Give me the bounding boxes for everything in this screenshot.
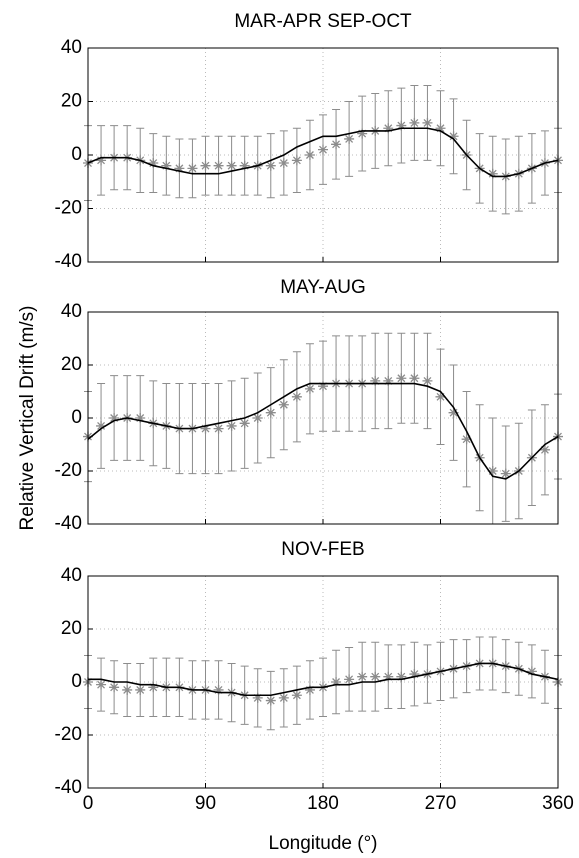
y-tick-label: -40 (55, 513, 82, 534)
data-point (252, 692, 263, 703)
data-point (265, 160, 276, 171)
data-point (174, 163, 185, 174)
y-axis-label: Relative Vertical Drift (m/s) (17, 306, 38, 531)
data-point (213, 160, 224, 171)
data-point (500, 468, 511, 479)
data-point (304, 383, 315, 394)
y-tick-label: 20 (61, 354, 82, 375)
panel-title: MAR-APR SEP-OCT (234, 11, 412, 32)
data-point (344, 674, 355, 685)
data-point (213, 423, 224, 434)
data-point (357, 128, 368, 139)
y-tick-label: 20 (61, 618, 82, 639)
data-point (526, 666, 537, 677)
data-point (409, 669, 420, 680)
data-point (96, 420, 107, 431)
data-point (200, 160, 211, 171)
data-point (539, 444, 550, 455)
data-point (383, 123, 394, 134)
data-point (226, 160, 237, 171)
y-tick-label: 40 (61, 37, 82, 58)
data-point (291, 391, 302, 402)
data-point (148, 682, 159, 693)
y-tick-label: 0 (71, 144, 82, 165)
data-point (409, 117, 420, 128)
panel-title: NOV-FEB (281, 539, 364, 560)
y-tick-label: -40 (55, 777, 82, 798)
data-point (213, 684, 224, 695)
y-tick-label: 0 (71, 671, 82, 692)
data-point (461, 434, 472, 445)
data-point (487, 168, 498, 179)
data-point (161, 160, 172, 171)
y-tick-label: 0 (71, 407, 82, 428)
data-point (265, 407, 276, 418)
plot-frame (87, 311, 559, 525)
y-tick-label: -20 (55, 198, 82, 219)
x-axis-label: Longitude (°) (269, 833, 378, 854)
data-point (422, 375, 433, 386)
plot-frame (87, 47, 559, 263)
data-point (435, 391, 446, 402)
data-point (383, 375, 394, 386)
data-point (331, 677, 342, 687)
data-point (304, 684, 315, 695)
y-tick-label: -40 (55, 251, 82, 272)
y-tick-label: 20 (61, 91, 82, 112)
data-point (148, 158, 159, 169)
data-point (370, 671, 381, 682)
data-point (278, 692, 289, 703)
fit-line (87, 127, 559, 178)
data-point (344, 133, 355, 144)
data-point (278, 399, 289, 410)
data-point (239, 160, 250, 171)
data-point (122, 684, 133, 695)
data-point (291, 690, 302, 701)
y-tick-label: -20 (55, 724, 82, 745)
y-tick-label: 40 (61, 565, 82, 586)
data-point (448, 407, 459, 418)
data-point (109, 413, 120, 423)
data-point (383, 671, 394, 682)
x-tick-label: 90 (195, 793, 216, 814)
panel-title: MAY-AUG (280, 277, 366, 298)
data-point (109, 682, 120, 693)
x-tick-label: 360 (542, 793, 574, 814)
data-point (291, 155, 302, 166)
data-point (187, 163, 198, 174)
data-point (357, 671, 368, 682)
data-point (96, 155, 107, 166)
fit-line (88, 662, 559, 697)
data-point (396, 373, 407, 384)
data-point (265, 695, 276, 706)
fit-line (87, 382, 559, 480)
data-point (135, 413, 146, 423)
data-point (278, 158, 289, 169)
y-tick-label: -20 (55, 460, 82, 481)
data-point (239, 418, 250, 429)
x-tick-label: 270 (425, 793, 457, 814)
plot-frame (87, 575, 559, 789)
data-point (304, 150, 315, 160)
data-point (422, 117, 433, 128)
data-point (252, 413, 263, 423)
data-point (396, 120, 407, 131)
data-point (435, 123, 446, 134)
data-point (96, 679, 107, 690)
y-tick-label: 40 (61, 301, 82, 322)
data-point (487, 466, 498, 476)
x-tick-label: 0 (83, 793, 94, 814)
data-point (370, 375, 381, 386)
data-point (331, 139, 342, 150)
data-point (396, 671, 407, 682)
data-point (448, 131, 459, 142)
data-point (318, 144, 328, 155)
x-tick-label: 180 (307, 793, 339, 814)
data-point (409, 373, 420, 384)
data-point (226, 420, 237, 431)
data-point (318, 381, 328, 392)
data-point (200, 423, 211, 434)
data-point (135, 684, 146, 695)
